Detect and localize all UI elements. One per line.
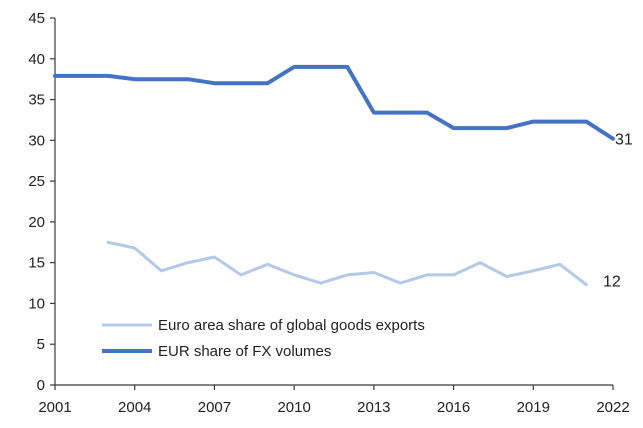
y-tick-label: 25 — [28, 173, 45, 190]
legend: Euro area share of global goods exports E… — [102, 317, 425, 360]
y-tick-label: 15 — [28, 255, 45, 272]
y-tick-label: 30 — [28, 132, 45, 149]
chart-axes — [54, 18, 613, 386]
series-end-labels: 12 31 — [603, 132, 633, 291]
x-tick-label: 2022 — [596, 399, 629, 416]
x-tick-label: 2001 — [38, 399, 71, 416]
x-axis-ticks: 2001 2004 2007 2010 2013 2016 2019 2022 — [38, 385, 630, 416]
y-tick-label: 20 — [28, 214, 45, 231]
y-tick-label: 0 — [37, 377, 45, 394]
x-tick-label: 2013 — [357, 399, 390, 416]
x-tick-label: 2007 — [198, 399, 231, 416]
y-tick-label: 45 — [28, 10, 45, 27]
series-line-2 — [53, 64, 615, 141]
y-tick-label: 35 — [28, 92, 45, 109]
legend-label: EUR share of FX volumes — [158, 343, 331, 360]
x-tick-label: 2019 — [517, 399, 550, 416]
y-tick-label: 40 — [28, 51, 45, 68]
series-lines — [53, 64, 615, 287]
y-axis-ticks: 0 5 10 15 20 25 30 35 40 45 — [28, 10, 55, 394]
series-line-1 — [106, 240, 588, 287]
x-tick-label: 2016 — [437, 399, 470, 416]
x-tick-label: 2004 — [118, 399, 151, 416]
series-end-label: 31 — [615, 132, 633, 149]
y-tick-label: 10 — [28, 295, 45, 312]
legend-label: Euro area share of global goods exports — [158, 317, 425, 334]
y-tick-label: 5 — [37, 336, 45, 353]
x-tick-label: 2010 — [277, 399, 310, 416]
series-end-label: 12 — [603, 274, 621, 291]
